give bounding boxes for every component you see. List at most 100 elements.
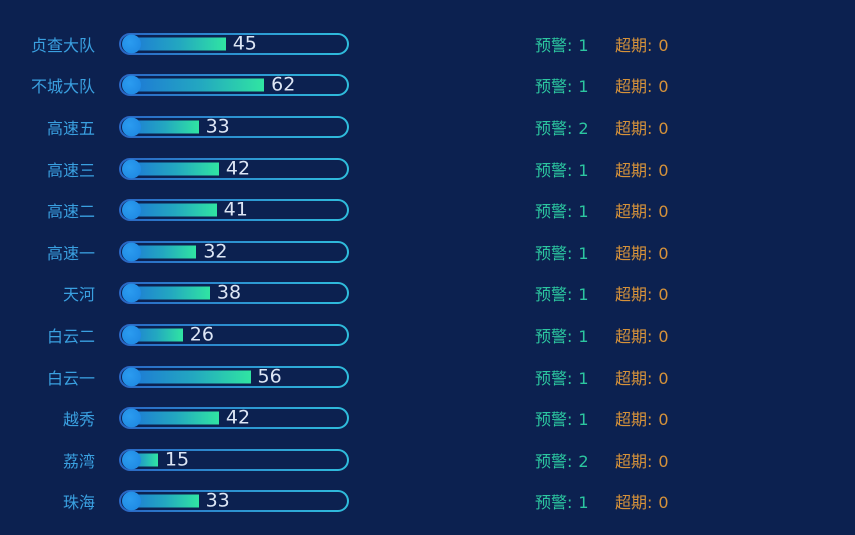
overdue-stat: 超期: 0: [615, 406, 669, 430]
overdue-label: 超期:: [615, 118, 653, 138]
warning-stat: 预警: 1: [535, 365, 597, 389]
brigade-row: 高速二 41 预警: 1 超期: 0: [0, 189, 855, 231]
warning-value: 1: [578, 493, 589, 513]
warning-value: 1: [578, 35, 589, 55]
bar-track-inner: 56: [121, 365, 347, 388]
warning-label: 预警:: [535, 243, 573, 263]
overdue-label: 超期:: [615, 451, 653, 471]
bar-value: 38: [216, 281, 242, 304]
warning-label: 预警:: [535, 451, 573, 471]
bar-track-inner: 15: [121, 450, 347, 470]
bar-fill: [124, 245, 197, 259]
bar-track-inner: 33: [121, 115, 347, 138]
overdue-stat: 超期: 0: [615, 157, 669, 181]
bar-fill: [124, 286, 210, 300]
brigade-label: 白云二: [46, 326, 95, 346]
overdue-value: 0: [658, 410, 669, 430]
overdue-label: 超期:: [615, 77, 653, 97]
brigade-bar-list: 贞查大队 45 预警: 1 超期: 0 不城大队 62 预警: 1 超期: 0 高速五: [0, 23, 855, 522]
warning-stat: 预警: 1: [535, 73, 597, 97]
bar-start-dot-icon: [122, 408, 141, 428]
overdue-stat: 超期: 0: [615, 115, 669, 139]
bar-track-inner: 26: [121, 323, 347, 346]
warning-stat: 预警: 1: [535, 281, 597, 305]
warning-stat: 预警: 1: [535, 406, 597, 430]
bar-track-inner: 32: [121, 242, 347, 262]
overdue-label: 超期:: [615, 410, 653, 430]
overdue-label: 超期:: [615, 243, 653, 263]
bar-fill: [124, 120, 199, 134]
bar-track: 41: [119, 199, 349, 222]
warning-label: 预警:: [535, 285, 573, 305]
bar-start-dot-icon: [122, 117, 141, 137]
overdue-value: 0: [658, 77, 669, 97]
bar-track-inner: 41: [121, 200, 347, 220]
bar-track: 26: [119, 323, 349, 346]
overdue-stat: 超期: 0: [615, 73, 669, 97]
overdue-value: 0: [658, 451, 669, 471]
warning-label: 预警:: [535, 410, 573, 430]
bar-track: 33: [119, 115, 349, 138]
overdue-label: 超期:: [615, 285, 653, 305]
overdue-stat: 超期: 0: [615, 240, 669, 264]
overdue-stat: 超期: 0: [615, 198, 669, 222]
warning-label: 预警:: [535, 77, 573, 97]
brigade-label: 不城大队: [30, 77, 95, 97]
warning-stat: 预警: 2: [535, 115, 597, 139]
warning-value: 1: [578, 326, 589, 346]
overdue-label: 超期:: [615, 35, 653, 55]
bar-value: 33: [205, 489, 230, 512]
overdue-label: 超期:: [615, 493, 653, 513]
brigade-row: 贞查大队 45 预警: 1 超期: 0: [0, 23, 855, 65]
overdue-stat: 超期: 0: [615, 448, 669, 472]
bar-value: 33: [205, 115, 230, 138]
overdue-value: 0: [658, 326, 669, 346]
brigade-label: 高速三: [46, 160, 95, 180]
bar-start-dot-icon: [122, 75, 141, 95]
overdue-value: 0: [658, 160, 669, 180]
bar-start-dot-icon: [122, 242, 141, 262]
warning-stat: 预警: 1: [535, 198, 597, 222]
brigade-label: 白云一: [46, 368, 95, 388]
brigade-row: 高速一 32 预警: 1 超期: 0: [0, 231, 855, 273]
bar-start-dot-icon: [122, 491, 141, 511]
bar-track-inner: 33: [121, 489, 347, 512]
overdue-value: 0: [658, 243, 669, 263]
bar-fill: [124, 411, 219, 425]
warning-value: 1: [578, 285, 589, 305]
bar-track: 33: [119, 489, 349, 513]
bar-track: 15: [119, 448, 349, 471]
brigade-row: 不城大队 62 预警: 1 超期: 0: [0, 65, 855, 107]
bar-value: 26: [189, 323, 214, 346]
warning-value: 2: [578, 118, 589, 138]
bar-track: 42: [119, 407, 349, 430]
warning-stat: 预警: 1: [535, 157, 597, 181]
bar-track-inner: 45: [121, 32, 347, 55]
warning-value: 1: [578, 160, 589, 180]
bar-fill: [124, 203, 217, 217]
bar-start-dot-icon: [122, 159, 141, 179]
overdue-value: 0: [658, 493, 669, 513]
brigade-label: 天河: [62, 285, 95, 305]
overdue-value: 0: [658, 35, 669, 55]
brigade-label: 贞查大队: [30, 35, 95, 55]
warning-label: 预警:: [535, 493, 573, 513]
bar-track: 32: [119, 240, 349, 263]
overdue-label: 超期:: [615, 160, 653, 180]
brigade-row: 白云二 26 预警: 1 超期: 0: [0, 314, 855, 356]
warning-label: 预警:: [535, 202, 573, 222]
warning-value: 1: [578, 368, 589, 388]
warning-value: 1: [578, 202, 589, 222]
bar-value: 45: [232, 32, 257, 55]
bar-value: 56: [257, 365, 282, 388]
bar-start-dot-icon: [122, 325, 141, 345]
bar-start-dot-icon: [122, 367, 141, 387]
bar-fill: [124, 494, 199, 508]
brigade-row: 荔湾 15 预警: 2 超期: 0: [0, 439, 855, 481]
overdue-value: 0: [658, 202, 669, 222]
warning-label: 预警:: [535, 368, 573, 388]
bar-track: 62: [119, 74, 349, 97]
bar-fill: [124, 37, 226, 51]
bar-start-dot-icon: [122, 200, 141, 220]
warning-label: 预警:: [535, 326, 573, 346]
